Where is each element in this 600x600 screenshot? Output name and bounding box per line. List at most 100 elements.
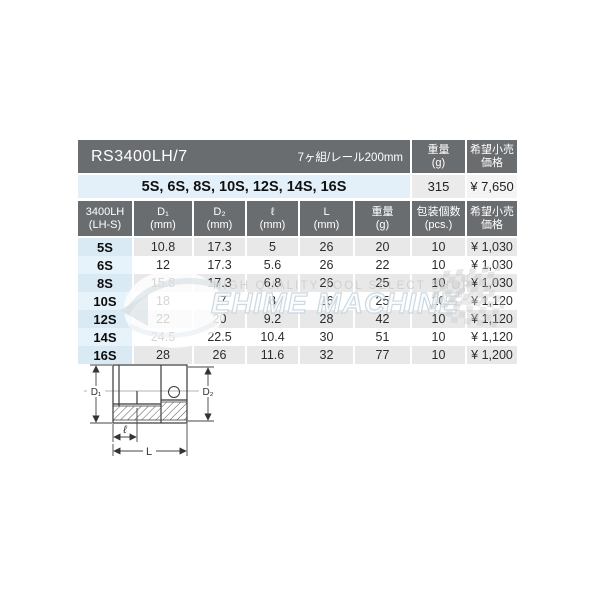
cell-price: ¥ 1,120 [467, 328, 517, 346]
header-weight-line2: (g) [375, 218, 390, 231]
cell-pack: 10 [412, 328, 465, 346]
set-summary-header: RS3400LH/7 7ヶ組/レール200mm 重量 (g) 希望小売 価格 [78, 140, 517, 173]
set-weight-value: 315 [412, 175, 465, 198]
table-row-12s: 12S 22 20 9.2 28 42 10 ¥ 1,120 [78, 310, 517, 328]
header-d2-line1: D₂ [213, 205, 226, 218]
cell-model: 14S [78, 328, 132, 346]
cell-ell: 5 [247, 238, 298, 256]
cell-weight: 25 [355, 292, 410, 310]
header-L-line2: (mm) [313, 218, 340, 231]
cell-pack: 10 [412, 256, 465, 274]
cell-L: 32 [300, 346, 353, 364]
socket-dimension-diagram: D₁ D₂ ℓ L [84, 364, 217, 458]
cell-ell: 8 [247, 292, 298, 310]
cross-section-hatch [112, 401, 188, 421]
header-cell-weight: 重量 (g) [355, 201, 410, 236]
cell-d1: 28 [134, 346, 192, 364]
header-cell-ell: ℓ (mm) [247, 201, 298, 236]
header-cell-d2: D₂ (mm) [194, 201, 245, 236]
cell-L: 30 [300, 328, 353, 346]
header-model-line2: (LH-S) [88, 218, 122, 231]
cell-d1: 15.8 [134, 274, 192, 292]
header-cell-d1: D₁ (mm) [134, 201, 192, 236]
cell-model: 5S [78, 238, 132, 256]
cell-d2: 17.3 [194, 238, 245, 256]
header-cell-price: 希望小売 価格 [467, 201, 517, 236]
cell-weight: 42 [355, 310, 410, 328]
cell-weight: 25 [355, 274, 410, 292]
cell-weight: 51 [355, 328, 410, 346]
header-weight-line1: 重量 [371, 205, 394, 218]
length-label: L [146, 446, 152, 458]
cell-d1: 18 [134, 292, 192, 310]
cell-d2: 22.5 [194, 328, 245, 346]
ell-dimension [112, 408, 138, 442]
cell-price: ¥ 1,120 [467, 310, 517, 328]
d2-label: D₂ [202, 387, 213, 398]
set-contents-spec: 7ヶ組/レール200mm [297, 151, 403, 164]
table-row-5s: 5S 10.8 17.3 5 26 20 10 ¥ 1,030 [78, 238, 517, 256]
table-row-14s: 14S 24.5 22.5 10.4 30 51 10 ¥ 1,120 [78, 328, 517, 346]
cell-ell: 11.6 [247, 346, 298, 364]
table-row-16s: 16S 28 26 11.6 32 77 10 ¥ 1,200 [78, 346, 517, 364]
weight-header-line2: (g) [431, 156, 446, 169]
cell-price: ¥ 1,030 [467, 256, 517, 274]
cell-d1: 24.5 [134, 328, 192, 346]
header-ell-line2: (mm) [259, 218, 286, 231]
cell-L: 28 [300, 310, 353, 328]
header-price-line2: 価格 [481, 218, 503, 231]
spec-table-body: 5S 10.8 17.3 5 26 20 10 ¥ 1,030 6S 12 17… [78, 238, 517, 364]
cell-ell: 5.6 [247, 256, 298, 274]
table-row-10s: 10S 18 17 8 26 25 10 ¥ 1,120 [78, 292, 517, 310]
cell-d1: 10.8 [134, 238, 192, 256]
cell-d2: 17.3 [194, 256, 245, 274]
cell-L: 26 [300, 238, 353, 256]
price-header-line1: 希望小売 [470, 143, 514, 156]
d1-label-bg [87, 386, 105, 397]
cell-d1: 12 [134, 256, 192, 274]
header-pack-line2: (pcs.) [424, 218, 453, 231]
cell-d1: 22 [134, 310, 192, 328]
set-contents-row: 5S, 6S, 8S, 10S, 12S, 14S, 16S 315 ¥ 7,6… [78, 175, 517, 198]
cell-L: 26 [300, 256, 353, 274]
spec-table: 3400LH (LH-S) D₁ (mm) D₂ (mm) ℓ (mm) L (… [78, 201, 517, 364]
header-pack-line1: 包装個数 [416, 205, 461, 218]
cell-ell: 10.4 [247, 328, 298, 346]
length-label-bg [143, 445, 156, 457]
cell-weight: 22 [355, 256, 410, 274]
set-model-cell: RS3400LH/7 7ヶ組/レール200mm [78, 140, 410, 173]
cell-d2: 17 [194, 292, 245, 310]
header-price-line1: 希望小売 [470, 205, 514, 218]
cell-ell: 6.8 [247, 274, 298, 292]
cell-pack: 10 [412, 238, 465, 256]
cell-pack: 10 [412, 274, 465, 292]
cell-model: 8S [78, 274, 132, 292]
ell-label: ℓ [122, 424, 127, 436]
spec-table-header: 3400LH (LH-S) D₁ (mm) D₂ (mm) ℓ (mm) L (… [78, 201, 517, 236]
set-contents-list: 5S, 6S, 8S, 10S, 12S, 14S, 16S [78, 175, 410, 198]
header-ell-line1: ℓ [270, 205, 275, 218]
cell-model: 12S [78, 310, 132, 328]
cell-model: 6S [78, 256, 132, 274]
table-row-8s: 8S 15.8 17.3 6.8 26 25 10 ¥ 1,030 [78, 274, 517, 292]
header-L-line1: L [323, 205, 330, 218]
price-header-line2: 価格 [481, 156, 503, 169]
cell-pack: 10 [412, 346, 465, 364]
d1-label: D₁ [91, 387, 102, 398]
cell-ell: 9.2 [247, 310, 298, 328]
set-summary-table: RS3400LH/7 7ヶ組/レール200mm 重量 (g) 希望小売 価格 5… [78, 140, 517, 198]
cell-price: ¥ 1,030 [467, 274, 517, 292]
cell-pack: 10 [412, 310, 465, 328]
weight-column-header: 重量 (g) [412, 140, 465, 173]
table-row-6s: 6S 12 17.3 5.6 26 22 10 ¥ 1,030 [78, 256, 517, 274]
cell-weight: 20 [355, 238, 410, 256]
header-d1-line2: (mm) [150, 218, 176, 231]
header-d1-line1: D₁ [157, 205, 169, 218]
cell-price: ¥ 1,030 [467, 238, 517, 256]
header-cell-pack: 包装個数 (pcs.) [412, 201, 465, 236]
cell-d2: 17.3 [194, 274, 245, 292]
header-cell-L: L (mm) [300, 201, 353, 236]
cell-weight: 77 [355, 346, 410, 364]
cell-price: ¥ 1,120 [467, 292, 517, 310]
